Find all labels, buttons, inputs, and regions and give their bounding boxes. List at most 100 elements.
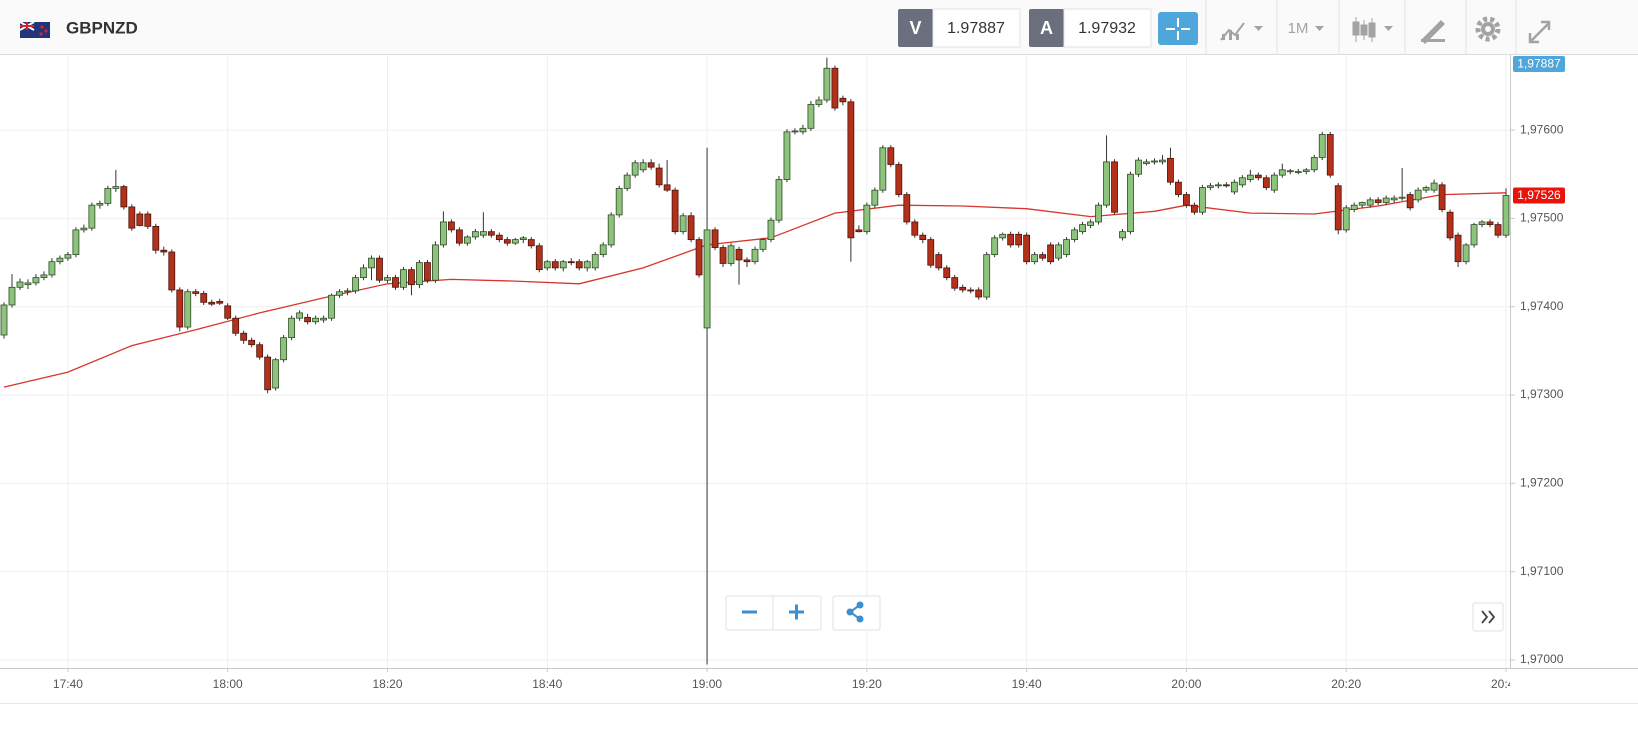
x-tick-labels: 17:40 18:00 18:20 18:40 19:00 19:20 19:40 20:00…: [53, 677, 1510, 691]
candle-body: [1206, 185, 1214, 188]
candle-body: [527, 239, 535, 247]
x-tick-label: 18:00: [213, 677, 243, 691]
candle-body: [128, 206, 136, 229]
candle-body: [240, 332, 248, 341]
candle-body: [1175, 181, 1182, 195]
candle-body: [96, 202, 104, 206]
grid: [0, 55, 1510, 668]
candle-body: [1374, 199, 1382, 203]
scroll-end-button[interactable]: [1472, 602, 1504, 632]
indicator-button[interactable]: [1220, 22, 1263, 41]
candle-body: [1031, 254, 1039, 263]
candle-body: [767, 219, 775, 241]
candle-body: [1438, 184, 1446, 210]
axes: 1,97000 1,97100 1,97200 1,97300 1,97400 1,975…: [53, 56, 1565, 691]
candle-body: [615, 187, 623, 216]
candle-body: [831, 67, 839, 109]
candle-body: [392, 277, 399, 288]
candle-body: [1334, 185, 1342, 231]
candle-body: [975, 289, 983, 298]
crosshair-button[interactable]: [1158, 12, 1198, 45]
ask-button[interactable]: [1029, 9, 1064, 47]
candle-body: [1159, 159, 1166, 163]
candle-body: [304, 316, 311, 323]
candle-body: [951, 277, 959, 289]
timeframe[interactable]: 1M: [1288, 20, 1309, 37]
bid-button[interactable]: [898, 9, 933, 47]
candle-body: [216, 301, 224, 304]
candle-body: [1302, 169, 1310, 172]
candle-body: [1015, 233, 1023, 246]
candle-body: [1446, 211, 1454, 239]
candle-body: [711, 229, 719, 248]
timeframe-caret: [1315, 26, 1324, 31]
candle-body: [1422, 187, 1430, 191]
candle-body: [160, 249, 168, 253]
candle-body: [344, 290, 351, 293]
candle-body: [511, 239, 519, 244]
candle-body: [1039, 254, 1047, 259]
candle-body: [312, 317, 319, 323]
candle-body: [440, 221, 447, 246]
candle-body: [1486, 221, 1494, 225]
candle-body: [200, 293, 208, 303]
candle-body: [663, 184, 671, 191]
candle-body: [1119, 231, 1126, 239]
candle-body: [1398, 196, 1406, 199]
candle-body: [1214, 184, 1222, 187]
candle-body: [1191, 204, 1198, 213]
symbol: GBPNZD: [66, 18, 138, 37]
x-tick-label: 17:40: [53, 677, 83, 691]
candle-body: [168, 251, 176, 291]
flag: [19, 21, 50, 38]
plot: [0, 57, 1510, 665]
candle-body: [1079, 224, 1086, 233]
fullscreen-button[interactable]: [1528, 20, 1551, 44]
ask-box: [1063, 8, 1152, 48]
candle-body: [376, 257, 383, 281]
x-tick-label: 19:20: [852, 677, 882, 691]
candle-body: [759, 239, 767, 250]
candle-body: [408, 269, 415, 286]
candle-body: [1071, 229, 1078, 241]
y-tick-label: 1,97600: [1520, 122, 1564, 136]
candle-body: [703, 229, 711, 329]
candle-body: [1366, 199, 1374, 206]
candle-body: [631, 162, 639, 176]
drawing-button[interactable]: [1421, 20, 1445, 44]
candle-body: [1342, 207, 1350, 231]
chart-type-button[interactable]: [1352, 17, 1393, 42]
candle-body: [823, 67, 831, 101]
candle-body: [1478, 221, 1486, 225]
candle-body: [567, 261, 575, 264]
candle-body: [967, 289, 975, 292]
candle-body: [248, 339, 256, 346]
settings-button[interactable]: [1475, 16, 1501, 42]
candle-body: [879, 147, 887, 191]
candle-body: [463, 236, 471, 244]
candle-body: [1199, 187, 1206, 213]
share-button[interactable]: [832, 595, 881, 631]
candle-body: [959, 286, 967, 291]
zoom-in-button[interactable]: [789, 604, 804, 620]
candle-body: [999, 233, 1007, 239]
candle-body: [80, 227, 88, 231]
candle-body: [224, 305, 232, 319]
y-tick-label: 1,97200: [1520, 476, 1564, 490]
candle-body: [208, 301, 216, 305]
candle-body: [679, 215, 687, 233]
candle-body: [1095, 204, 1102, 223]
candle-body: [48, 261, 56, 276]
candle-body: [400, 269, 407, 288]
candle-body: [1143, 161, 1150, 165]
candle-body: [1318, 134, 1326, 158]
candle-body: [1023, 234, 1031, 263]
x-tick-label: 20:00: [1171, 677, 1201, 691]
candle-body: [1127, 173, 1134, 233]
x-tick-label: 18:40: [532, 677, 562, 691]
candle-body: [847, 101, 855, 239]
candle-body: [1470, 224, 1478, 246]
candle-body: [895, 164, 903, 195]
